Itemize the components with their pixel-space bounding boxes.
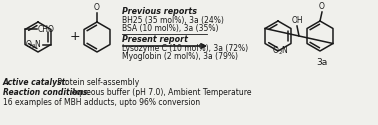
- Text: BSA (10 mol%), 3a (35%): BSA (10 mol%), 3a (35%): [122, 24, 218, 33]
- Text: Aqueous buffer (pH 7.0), Ambient Temperature: Aqueous buffer (pH 7.0), Ambient Tempera…: [69, 88, 251, 97]
- Text: O: O: [319, 2, 325, 11]
- Text: O: O: [94, 3, 100, 12]
- Text: OH: OH: [291, 16, 303, 25]
- Text: O$_2$N: O$_2$N: [25, 38, 42, 51]
- Text: Active catalyst:: Active catalyst:: [3, 78, 69, 87]
- Text: Lysozyme C (10 mol%), 3a (72%): Lysozyme C (10 mol%), 3a (72%): [122, 44, 248, 53]
- Text: Protein self-assembly: Protein self-assembly: [55, 78, 139, 87]
- Text: +: +: [70, 30, 80, 44]
- Text: BH25 (35 mol%), 3a (24%): BH25 (35 mol%), 3a (24%): [122, 16, 224, 25]
- Text: Previous reports: Previous reports: [122, 7, 197, 16]
- Text: 3a: 3a: [316, 58, 328, 67]
- Text: CHO: CHO: [38, 25, 55, 34]
- Text: Myoglobin (2 mol%), 3a (79%): Myoglobin (2 mol%), 3a (79%): [122, 52, 238, 61]
- Text: 16 examples of MBH adducts, upto 96% conversion: 16 examples of MBH adducts, upto 96% con…: [3, 98, 200, 107]
- Text: Reaction conditions:: Reaction conditions:: [3, 88, 90, 97]
- Text: Present report: Present report: [122, 35, 188, 44]
- Text: O$_2$N: O$_2$N: [272, 44, 289, 57]
